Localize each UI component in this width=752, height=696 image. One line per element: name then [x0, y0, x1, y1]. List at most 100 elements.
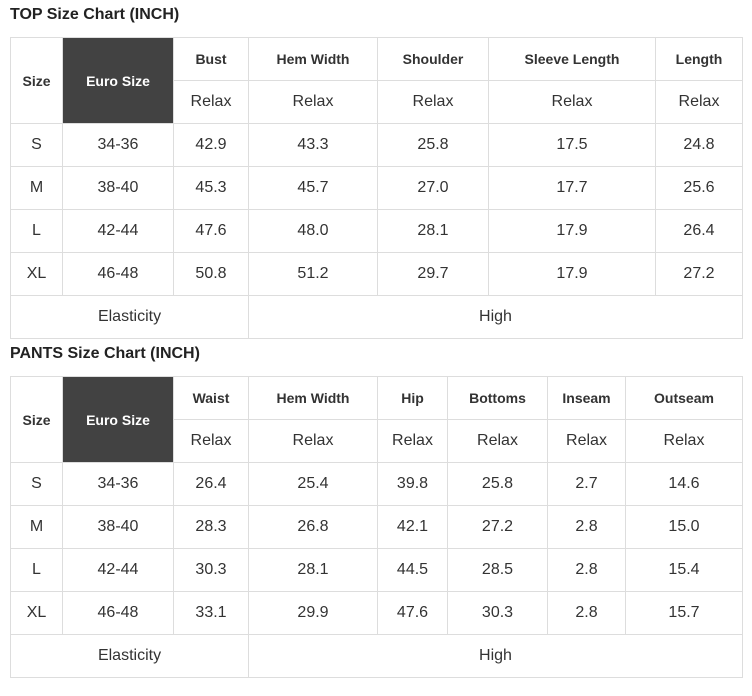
header-inseam: Inseam: [547, 376, 626, 420]
euro-size-cell: 34-36: [62, 123, 174, 167]
header-bottoms: Bottoms: [447, 376, 548, 420]
value-cell: 47.6: [377, 591, 448, 635]
euro-size-cell: 42-44: [62, 209, 174, 253]
fit-type-cell: Relax: [625, 419, 743, 463]
fit-type-cell: Relax: [447, 419, 548, 463]
value-cell: 25.6: [655, 166, 743, 210]
value-cell: 27.2: [447, 505, 548, 549]
value-cell: 51.2: [248, 252, 378, 296]
header-bust: Bust: [173, 37, 249, 81]
pants-fit-row: Relax Relax Relax Relax Relax Relax: [11, 419, 743, 463]
euro-size-cell: 46-48: [62, 252, 174, 296]
euro-size-cell: 38-40: [62, 166, 174, 210]
value-cell: 25.8: [377, 123, 489, 167]
value-cell: 24.8: [655, 123, 743, 167]
size-cell: L: [10, 548, 63, 592]
value-cell: 26.4: [655, 209, 743, 253]
header-size: Size: [10, 37, 63, 124]
value-cell: 17.9: [488, 209, 656, 253]
table-row: L 42-44 47.6 48.0 28.1 17.9 26.4: [10, 209, 743, 253]
header-outseam: Outseam: [625, 376, 743, 420]
value-cell: 42.1: [377, 505, 448, 549]
fit-type-cell: Relax: [248, 80, 378, 124]
top-size-chart-section: TOP Size Chart (INCH) Size Euro Size Bus…: [10, 5, 743, 339]
value-cell: 30.3: [173, 548, 249, 592]
value-cell: 27.2: [655, 252, 743, 296]
top-size-table: Size Euro Size Bust Hem Width Shoulder S…: [10, 37, 743, 339]
fit-type-cell: Relax: [488, 80, 656, 124]
value-cell: 29.7: [377, 252, 489, 296]
fit-type-cell: Relax: [248, 419, 378, 463]
size-cell: M: [10, 505, 63, 549]
euro-size-cell: 42-44: [62, 548, 174, 592]
size-cell: L: [10, 209, 63, 253]
header-hem-width: Hem Width: [248, 376, 378, 420]
pants-size-table: Size Euro Size Waist Hem Width Hip Botto…: [10, 376, 743, 678]
value-cell: 28.1: [248, 548, 378, 592]
value-cell: 44.5: [377, 548, 448, 592]
header-shoulder: Shoulder: [377, 37, 489, 81]
value-cell: 2.8: [547, 548, 626, 592]
elasticity-label-cell: Elasticity: [10, 295, 249, 339]
header-hem-width: Hem Width: [248, 37, 378, 81]
table-row: S 34-36 42.9 43.3 25.8 17.5 24.8: [10, 123, 743, 167]
elasticity-label-cell: Elasticity: [10, 634, 249, 678]
header-waist: Waist: [173, 376, 249, 420]
value-cell: 14.6: [625, 462, 743, 506]
euro-size-cell: 46-48: [62, 591, 174, 635]
size-cell: XL: [10, 591, 63, 635]
value-cell: 15.0: [625, 505, 743, 549]
value-cell: 48.0: [248, 209, 378, 253]
header-hip: Hip: [377, 376, 448, 420]
fit-type-cell: Relax: [547, 419, 626, 463]
pants-size-chart-section: PANTS Size Chart (INCH) Size Euro Size W…: [10, 344, 743, 678]
value-cell: 26.4: [173, 462, 249, 506]
header-size: Size: [10, 376, 63, 463]
size-cell: S: [10, 462, 63, 506]
value-cell: 17.5: [488, 123, 656, 167]
header-euro-size: Euro Size: [62, 37, 174, 124]
value-cell: 26.8: [248, 505, 378, 549]
value-cell: 45.3: [173, 166, 249, 210]
euro-size-cell: 34-36: [62, 462, 174, 506]
value-cell: 47.6: [173, 209, 249, 253]
value-cell: 39.8: [377, 462, 448, 506]
value-cell: 15.7: [625, 591, 743, 635]
value-cell: 45.7: [248, 166, 378, 210]
top-fit-row: Relax Relax Relax Relax Relax: [11, 80, 743, 124]
size-cell: M: [10, 166, 63, 210]
table-row: XL 46-48 50.8 51.2 29.7 17.9 27.2: [10, 252, 743, 296]
table-row: M 38-40 28.3 26.8 42.1 27.2 2.8 15.0: [10, 505, 743, 549]
fit-type-cell: Relax: [173, 419, 249, 463]
fit-type-cell: Relax: [173, 80, 249, 124]
elasticity-value-cell: High: [248, 634, 743, 678]
fit-type-cell: Relax: [655, 80, 743, 124]
fit-type-cell: Relax: [377, 80, 489, 124]
value-cell: 25.4: [248, 462, 378, 506]
top-chart-title: TOP Size Chart (INCH): [10, 6, 180, 23]
value-cell: 28.5: [447, 548, 548, 592]
value-cell: 2.7: [547, 462, 626, 506]
value-cell: 28.1: [377, 209, 489, 253]
pants-header-row: Size Euro Size Waist Hem Width Hip Botto…: [10, 376, 743, 463]
table-row: L 42-44 30.3 28.1 44.5 28.5 2.8 15.4: [10, 548, 743, 592]
value-cell: 30.3: [447, 591, 548, 635]
value-cell: 27.0: [377, 166, 489, 210]
header-euro-size: Euro Size: [62, 376, 174, 463]
elasticity-row: Elasticity High: [10, 295, 743, 339]
value-cell: 2.8: [547, 591, 626, 635]
value-cell: 17.9: [488, 252, 656, 296]
table-row: XL 46-48 33.1 29.9 47.6 30.3 2.8 15.7: [10, 591, 743, 635]
size-cell: XL: [10, 252, 63, 296]
size-cell: S: [10, 123, 63, 167]
value-cell: 43.3: [248, 123, 378, 167]
value-cell: 28.3: [173, 505, 249, 549]
pants-chart-title: PANTS Size Chart (INCH): [10, 345, 200, 362]
value-cell: 17.7: [488, 166, 656, 210]
header-length: Length: [655, 37, 743, 81]
header-sleeve-length: Sleeve Length: [488, 37, 656, 81]
value-cell: 50.8: [173, 252, 249, 296]
value-cell: 29.9: [248, 591, 378, 635]
euro-size-cell: 38-40: [62, 505, 174, 549]
